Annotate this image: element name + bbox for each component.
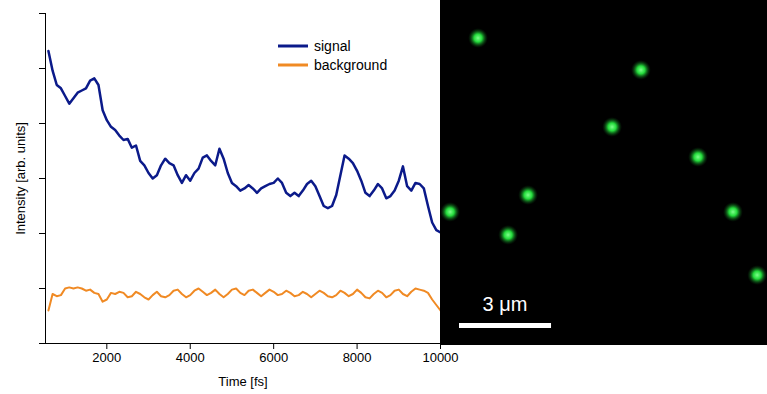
- svg-text:Intensity [arb. units]: Intensity [arb. units]: [13, 122, 28, 235]
- html-text:background: background: [314, 56, 388, 73]
- svg-text:8000: 8000: [343, 350, 372, 365]
- svg-text:Time [fs]: Time [fs]: [218, 374, 267, 389]
- svg-text:4000: 4000: [176, 350, 205, 365]
- svg-text:3 μm: 3 μm: [483, 293, 528, 315]
- svg-text:6000: 6000: [259, 350, 288, 365]
- svg-text:2000: 2000: [92, 350, 121, 365]
- html-text:signal: signal: [314, 37, 351, 54]
- svg-text:10000: 10000: [422, 350, 458, 365]
